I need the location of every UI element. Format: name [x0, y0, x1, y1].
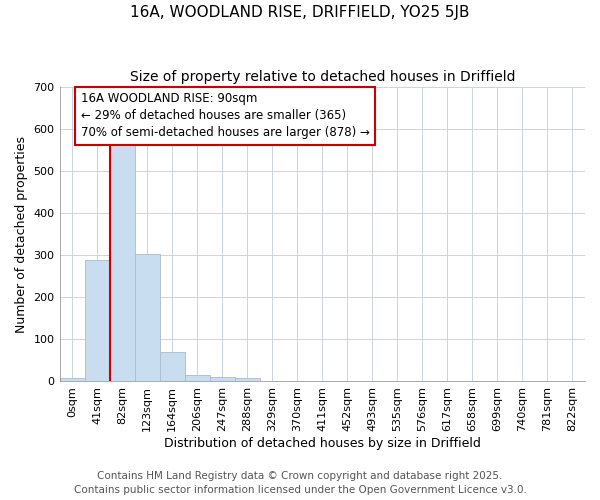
Text: 16A WOODLAND RISE: 90sqm
← 29% of detached houses are smaller (365)
70% of semi-: 16A WOODLAND RISE: 90sqm ← 29% of detach…: [80, 92, 370, 140]
Bar: [110, 139, 134, 382]
Y-axis label: Number of detached properties: Number of detached properties: [15, 136, 28, 332]
Text: Contains HM Land Registry data © Crown copyright and database right 2025.
Contai: Contains HM Land Registry data © Crown c…: [74, 471, 526, 495]
Bar: [85, 260, 110, 382]
Bar: [134, 254, 160, 382]
Title: Size of property relative to detached houses in Driffield: Size of property relative to detached ho…: [130, 70, 515, 84]
Text: 16A, WOODLAND RISE, DRIFFIELD, YO25 5JB: 16A, WOODLAND RISE, DRIFFIELD, YO25 5JB: [130, 5, 470, 20]
Bar: [160, 352, 185, 382]
X-axis label: Distribution of detached houses by size in Driffield: Distribution of detached houses by size …: [164, 437, 481, 450]
Bar: [59, 378, 85, 382]
Bar: [185, 375, 209, 382]
Bar: [209, 377, 235, 382]
Bar: [235, 378, 260, 382]
